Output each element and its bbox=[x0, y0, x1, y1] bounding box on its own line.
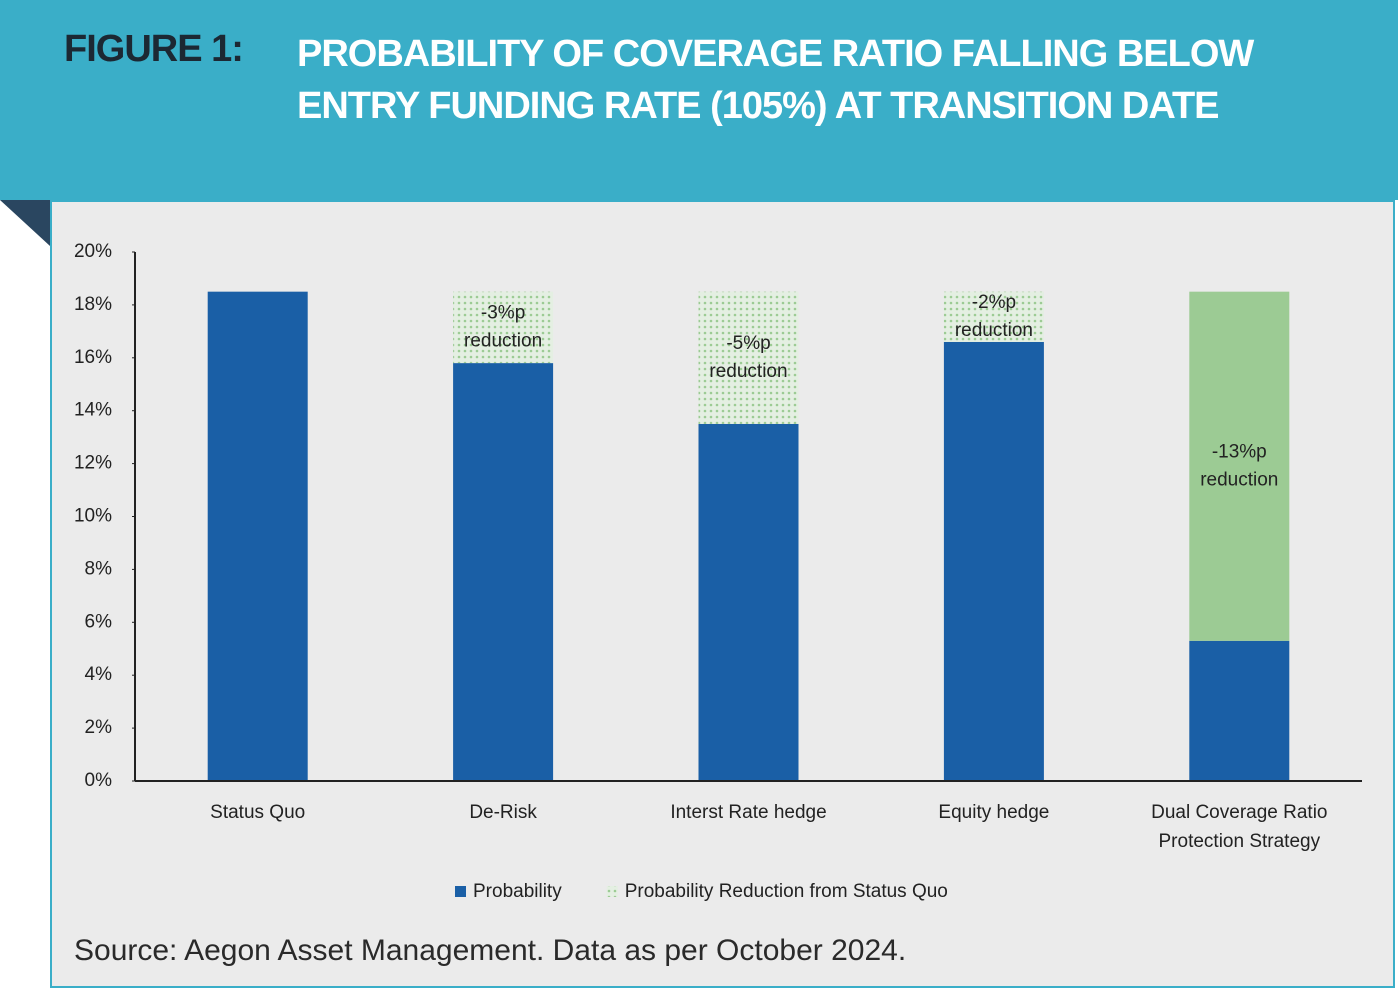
annotation: -2%p bbox=[972, 292, 1016, 313]
annotation: reduction bbox=[955, 320, 1033, 341]
bar-segment bbox=[943, 341, 1044, 781]
bar-segment bbox=[453, 363, 554, 781]
annotation: reduction bbox=[709, 361, 787, 382]
annotation: -5%p bbox=[726, 333, 770, 354]
bar-segment bbox=[943, 291, 1044, 342]
y-tick-label: 10% bbox=[74, 506, 112, 527]
x-tick-holder: Interst Rate hedge bbox=[670, 802, 827, 823]
bar-segment bbox=[207, 291, 308, 781]
legend-swatch bbox=[606, 886, 618, 897]
y-tick-label: 14% bbox=[74, 400, 112, 421]
bar-segment bbox=[698, 423, 799, 781]
y-tick-label: 18% bbox=[74, 294, 112, 315]
legend-swatch bbox=[455, 886, 466, 897]
chart-title: PROBABILITY OF COVERAGE RATIO FALLING BE… bbox=[297, 33, 1254, 127]
legend-label: Probability bbox=[473, 881, 562, 902]
annotation: -13%p bbox=[1212, 441, 1267, 462]
x-tick-holder: Status Quo bbox=[210, 802, 306, 823]
x-tick-label: Dual Coverage Ratio Protection Strategy bbox=[1151, 802, 1328, 852]
x-tick-holder: Equity hedge bbox=[938, 802, 1050, 823]
x-tick-label: Interst Rate hedge bbox=[670, 802, 827, 823]
annotation: -3%p bbox=[481, 302, 525, 323]
x-tick-label: Status Quo bbox=[210, 802, 306, 823]
annotation: reduction bbox=[464, 330, 542, 351]
bar-segment bbox=[1189, 291, 1290, 641]
legend-label: Probability Reduction from Status Quo bbox=[625, 881, 948, 902]
y-tick-label: 4% bbox=[85, 664, 113, 685]
y-tick-label: 8% bbox=[85, 558, 113, 579]
bar-segment bbox=[1189, 640, 1290, 781]
y-tick-label: 2% bbox=[85, 717, 113, 738]
x-tick-label: De-Risk bbox=[469, 802, 537, 823]
y-tick-label: 12% bbox=[74, 453, 112, 474]
annotation: reduction bbox=[1200, 469, 1278, 490]
bar-segment bbox=[698, 291, 799, 424]
legend: Probability Probability Reduction from St… bbox=[455, 881, 948, 902]
y-tick-label: 20% bbox=[74, 241, 112, 262]
y-tick-label: 6% bbox=[85, 611, 113, 632]
figure-label: FIGURE 1: bbox=[64, 28, 244, 70]
bar-segment bbox=[453, 291, 554, 364]
header: FIGURE 1: PROBABILITY OF COVERAGE RATIO … bbox=[0, 0, 1398, 200]
x-tick-holder: Dual Coverage Ratio Protection Strategy bbox=[1151, 802, 1328, 852]
source-note: Source: Aegon Asset Management. Data as … bbox=[74, 934, 907, 967]
x-tick-label: Equity hedge bbox=[938, 802, 1050, 823]
y-tick-label: 16% bbox=[74, 347, 112, 368]
y-tick-label: 0% bbox=[85, 770, 113, 791]
corner-fold bbox=[0, 200, 50, 246]
x-tick-holder: De-Risk bbox=[469, 802, 537, 823]
